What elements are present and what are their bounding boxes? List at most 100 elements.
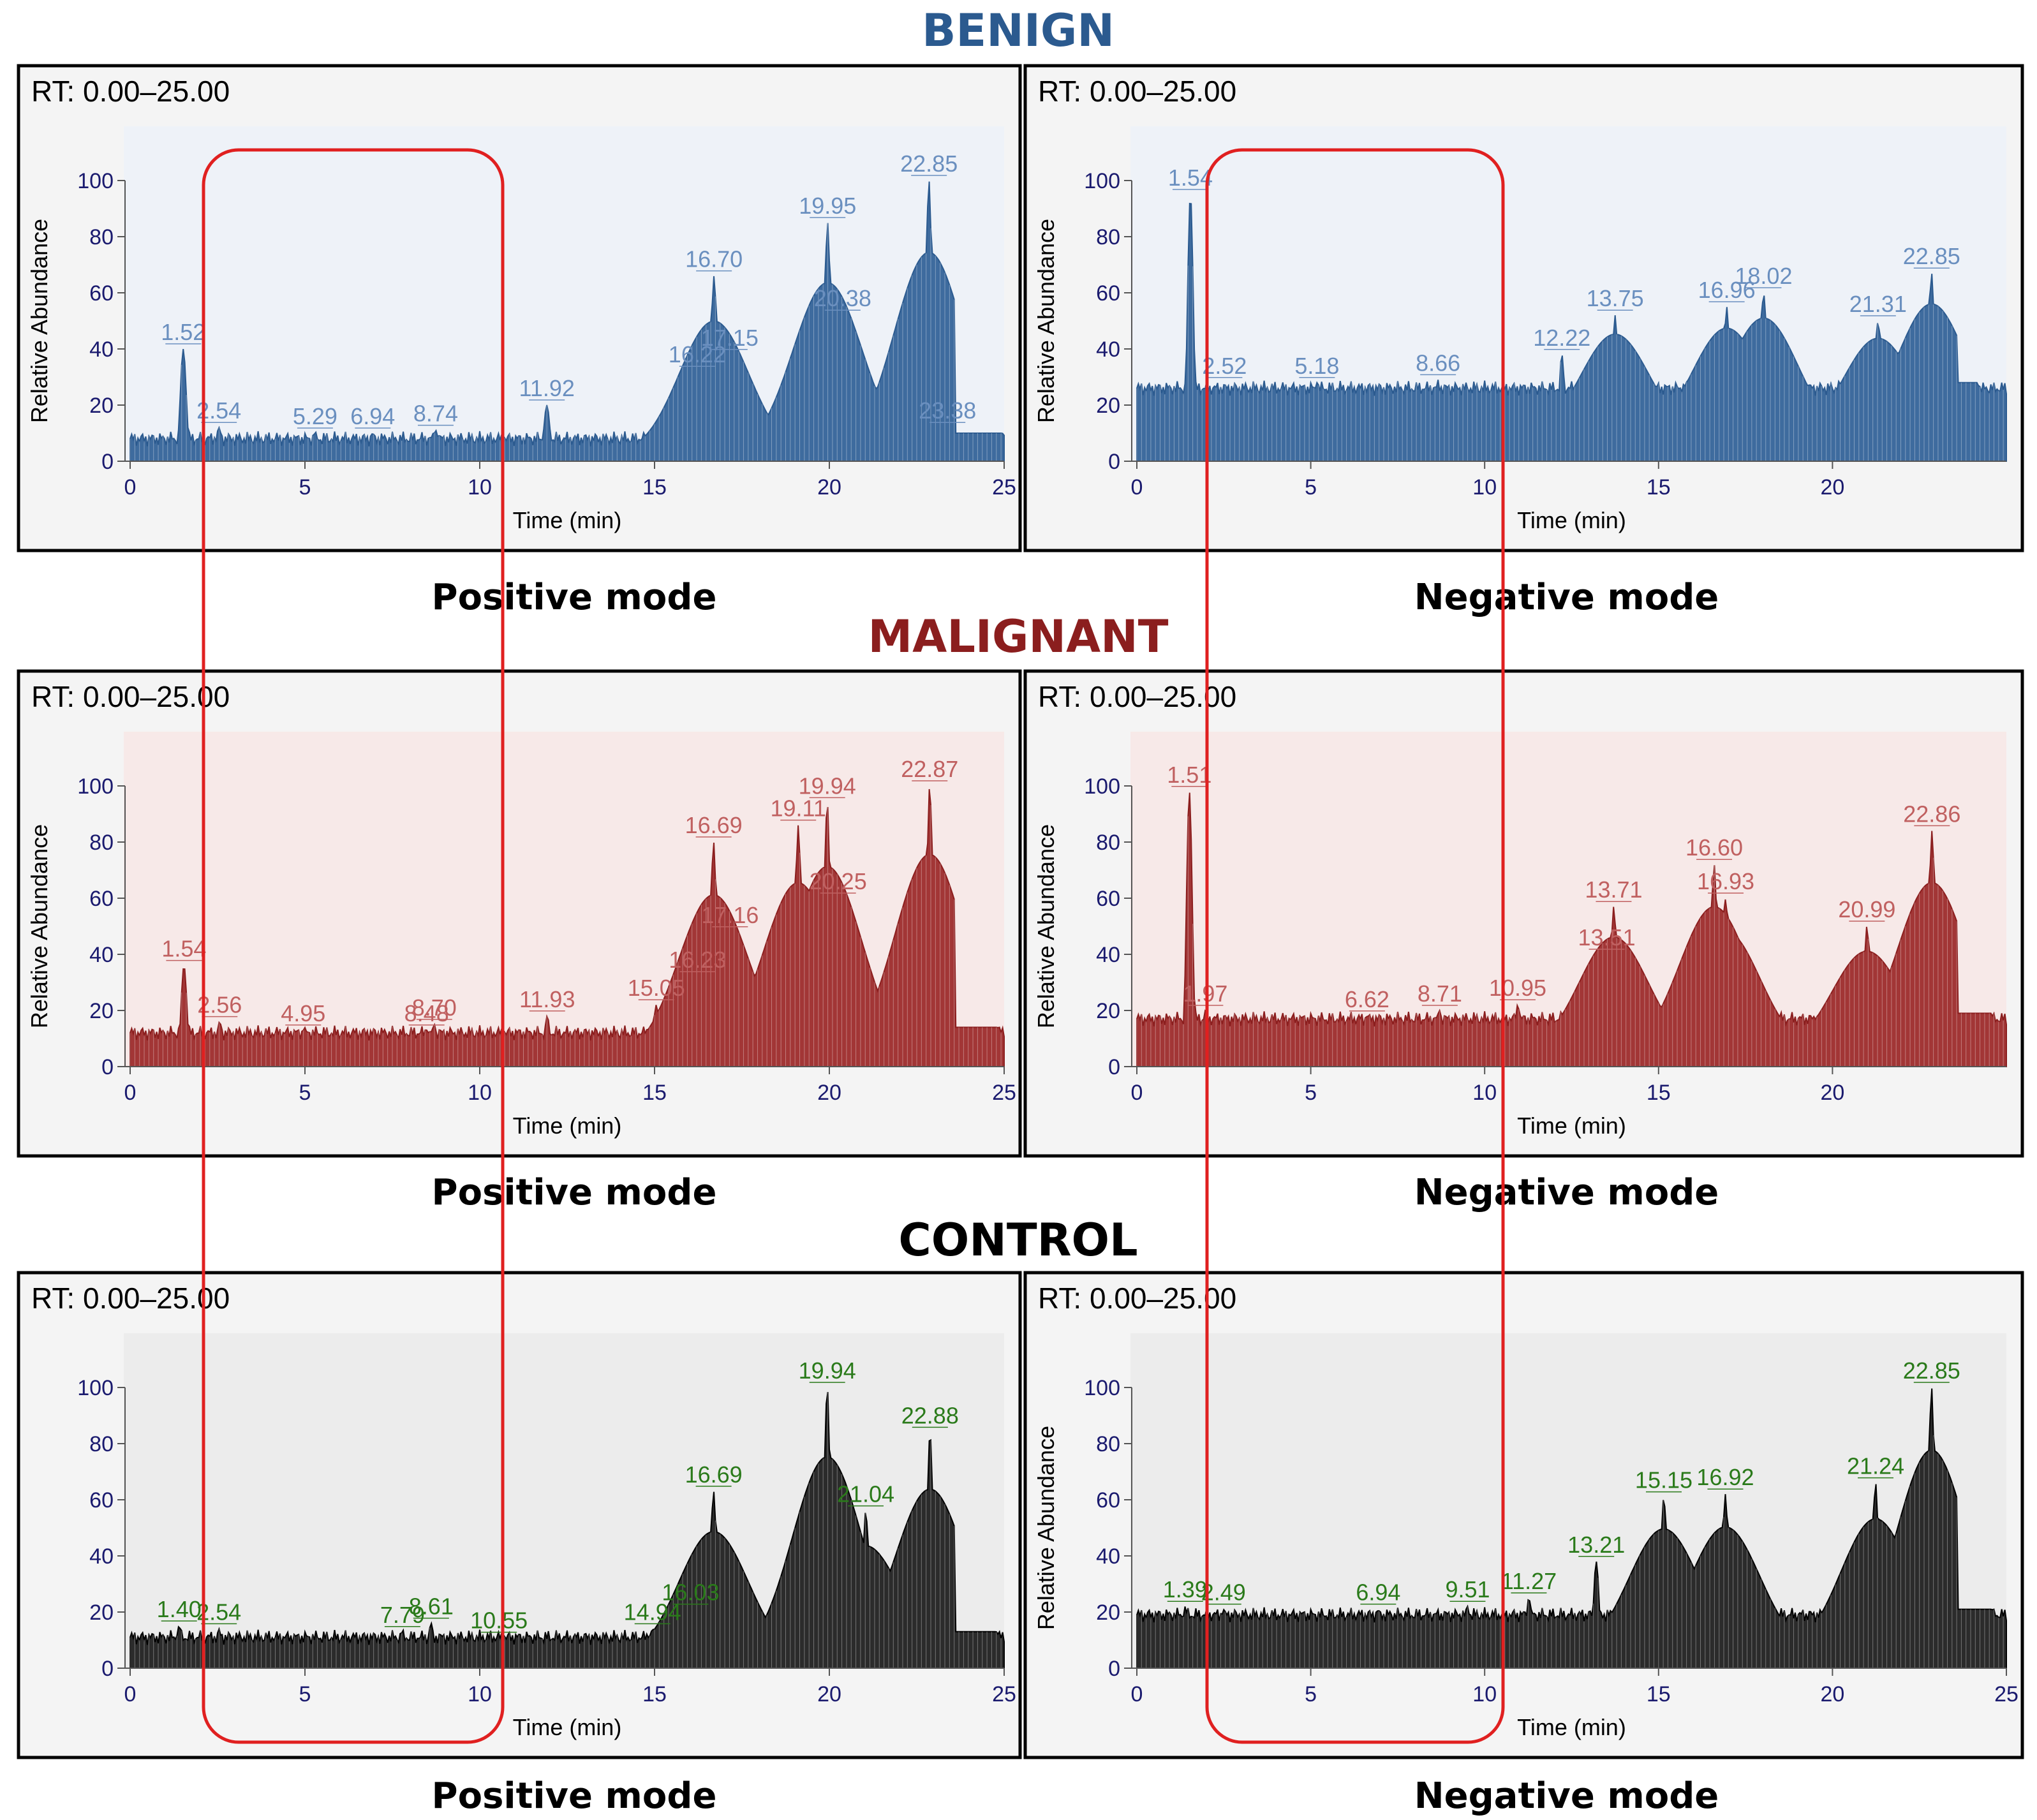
y-tick-label: 100 [77, 169, 114, 193]
trace-texture [130, 804, 1002, 1067]
x-tick-label: 10 [468, 1081, 492, 1105]
y-tick-label: 60 [1096, 281, 1120, 306]
panel-benign-positive: RT: 0.00–25.00 0 20 40 60 80 100 0 5 10 15 20 25 Time… [17, 64, 1022, 618]
peak-label: 13.75 [1587, 285, 1644, 311]
peak-label: 16.60 [1685, 834, 1743, 861]
peak-label: 1.40 [157, 1596, 202, 1622]
peak-label: 21.04 [837, 1481, 894, 1507]
x-tick-label: 5 [299, 475, 311, 499]
peak-label: 16.03 [662, 1580, 719, 1606]
peak-label: 11.27 [1501, 1568, 1557, 1594]
peak-label: 1.97 [1183, 980, 1227, 1007]
peak-label: 10.95 [1489, 975, 1546, 1001]
peak-label: 20.99 [1838, 896, 1895, 922]
x-tick-label: 10 [468, 475, 492, 499]
y-tick-label: 60 [1096, 1488, 1120, 1513]
x-tick-label: 15 [1647, 1081, 1671, 1105]
x-axis-title: Time (min) [1517, 1714, 1626, 1740]
x-tick-label: 5 [1305, 475, 1317, 499]
peak-label: 19.94 [799, 773, 856, 799]
mode-label: Negative mode [1414, 1172, 1719, 1213]
peak-label: 18.02 [1735, 263, 1792, 289]
panel-malignant-positive: RT: 0.00–25.00 0 20 40 60 80 100 0 5 10 15 20 25 Time… [17, 669, 1022, 1213]
peak-label: 16.96 [1698, 277, 1756, 303]
peak-label: 17.15 [701, 325, 759, 351]
peak-label: 22.85 [1903, 243, 1960, 269]
peak-label: 15.05 [628, 975, 685, 1001]
x-axis-title: Time (min) [513, 1714, 622, 1740]
x-tick-label: 10 [468, 1682, 492, 1706]
y-tick-label: 40 [1096, 943, 1120, 967]
trace-texture [1136, 816, 2004, 1067]
peak-label: 8.70 [412, 995, 457, 1021]
series-trace [130, 1391, 1005, 1669]
y-tick-label: 20 [89, 1601, 114, 1625]
peak-label: 16.92 [1696, 1464, 1754, 1490]
y-axis-title: Relative Abundance [1033, 219, 1059, 423]
peak-label: 1.39 [1163, 1576, 1208, 1602]
peak-label: 8.61 [409, 1594, 454, 1620]
x-tick-label: 5 [1305, 1081, 1317, 1105]
peak-label: 22.87 [901, 756, 958, 782]
rt-range-label: RT: 0.00–25.00 [31, 1282, 230, 1315]
y-tick-label: 0 [1108, 1055, 1120, 1079]
peak-label: 22.85 [1903, 1358, 1960, 1384]
y-tick-label: 0 [101, 450, 114, 474]
peak-label: 8.74 [413, 401, 458, 427]
x-tick-label: 20 [1820, 475, 1844, 499]
y-axis-title: Relative Abundance [26, 824, 52, 1028]
peak-label: 16.23 [669, 947, 726, 973]
peak-label: 23.38 [919, 397, 976, 424]
trace-texture [130, 223, 1002, 461]
y-tick-label: 0 [1108, 450, 1120, 474]
peak-label: 4.95 [281, 1000, 325, 1026]
peak-label: 11.92 [519, 375, 575, 401]
y-axis-title: Relative Abundance [1033, 1426, 1059, 1630]
y-tick-label: 0 [101, 1657, 114, 1681]
y-tick-label: 100 [1084, 1376, 1120, 1400]
y-tick-label: 100 [1084, 169, 1120, 193]
peak-label: 12.22 [1533, 325, 1590, 351]
y-tick-label: 20 [1096, 394, 1120, 418]
panel-control-positive: RT: 0.00–25.00 0 20 40 60 80 100 0 5 10 15 20 25 Time… [17, 1271, 1022, 1817]
peak-label: 19.11 [771, 795, 826, 822]
peak-label: 8.71 [1418, 980, 1462, 1007]
x-tick-label: 25 [992, 1081, 1016, 1105]
peak-label: 13.21 [1567, 1532, 1625, 1558]
peak-label: 13.71 [1585, 877, 1642, 903]
peak-label: 21.24 [1847, 1453, 1904, 1479]
y-tick-label: 60 [89, 887, 114, 911]
x-tick-label: 25 [992, 475, 1016, 499]
x-tick-label: 0 [124, 1682, 137, 1706]
y-axis-title: Relative Abundance [1033, 824, 1059, 1028]
y-axis-title: Relative Abundance [26, 219, 52, 423]
peak-label: 5.18 [1294, 353, 1339, 379]
peak-label: 22.85 [900, 151, 958, 177]
y-tick-label: 100 [1084, 774, 1120, 799]
rt-range-label: RT: 0.00–25.00 [31, 680, 230, 713]
mode-label: Positive mode [432, 1172, 717, 1213]
peak-label: 16.70 [685, 246, 743, 272]
series-trace [1136, 792, 2007, 1067]
x-tick-label: 10 [1472, 1682, 1497, 1706]
panel-malignant-negative: RT: 0.00–25.00 0 20 40 60 80 100 0 5 10 15 20 Time (… [1023, 669, 2024, 1213]
x-tick-label: 15 [642, 1081, 667, 1105]
x-axis-title: Time (min) [1517, 507, 1626, 533]
y-tick-label: 60 [1096, 887, 1120, 911]
y-tick-label: 100 [77, 1376, 114, 1400]
x-axis-title: Time (min) [513, 507, 622, 533]
x-tick-label: 20 [817, 1081, 841, 1105]
peak-label: 10.55 [470, 1608, 528, 1634]
y-tick-label: 40 [1096, 1544, 1120, 1569]
x-tick-label: 15 [642, 1682, 667, 1706]
y-tick-label: 80 [89, 1432, 114, 1456]
peak-label: 1.54 [161, 936, 206, 962]
panel-control-negative: RT: 0.00–25.00 0 20 40 60 80 100 0 5 10 15 20 25 Time… [1023, 1271, 2024, 1817]
peak-label: 1.54 [1168, 165, 1213, 191]
x-tick-label: 20 [817, 475, 841, 499]
title-benign: BENIGN [922, 4, 1115, 57]
x-tick-label: 0 [124, 475, 137, 499]
peak-label: 19.95 [799, 193, 856, 219]
mode-label: Positive mode [432, 1775, 717, 1817]
y-tick-label: 100 [77, 774, 114, 799]
